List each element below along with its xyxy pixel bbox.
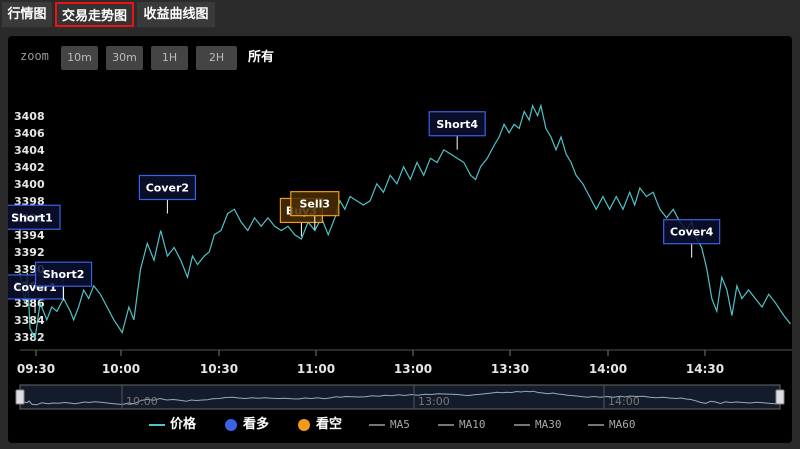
legend-long-label: 看多: [243, 417, 270, 432]
trade-marker-label: Cover4: [670, 226, 714, 239]
chart-legend: 价格 看多 看空 MA5 MA10 MA30 MA60: [8, 414, 792, 436]
trade-marker-box[interactable]: [8, 204, 61, 230]
legend-ma30[interactable]: MA30: [514, 414, 562, 436]
trade-marker-box[interactable]: [663, 219, 721, 245]
navigator-tick-label: 13:00: [418, 395, 450, 408]
legend-price[interactable]: 价格: [149, 414, 196, 436]
legend-long[interactable]: 看多: [225, 414, 269, 436]
legend-ma5-label: MA5: [390, 418, 410, 431]
legend-ma10-label: MA10: [459, 418, 486, 431]
long-dot-icon: [225, 418, 237, 431]
trade-marker-box[interactable]: [290, 191, 340, 217]
y-tick-label: 3392: [14, 246, 45, 259]
legend-ma60-label: MA60: [609, 418, 636, 431]
x-tick-label: 11:00: [297, 362, 335, 376]
zoom-1h-button[interactable]: 1H: [151, 46, 188, 70]
y-tick-label: 3400: [14, 178, 45, 191]
x-tick-label: 14:30: [686, 362, 724, 376]
x-tick-label: 13:30: [491, 362, 529, 376]
legend-ma30-label: MA30: [535, 418, 562, 431]
zoom-30m-button[interactable]: 30m: [106, 46, 143, 70]
y-tick-label: 3402: [14, 161, 45, 174]
tab-market-chart[interactable]: 行情图: [2, 2, 52, 27]
tab-bar: 行情图 交易走势图 收益曲线图: [0, 0, 800, 30]
legend-short-label: 看空: [316, 417, 343, 432]
trade-marker-label: Sell3: [300, 198, 331, 211]
navigator-tick-label: 10:00: [126, 395, 158, 408]
x-tick-label: 10:30: [200, 362, 238, 376]
tab-trade-trend-chart[interactable]: 交易走势图: [55, 2, 134, 27]
price-line-icon: [149, 423, 165, 426]
legend-ma10[interactable]: MA10: [438, 414, 486, 436]
legend-ma60[interactable]: MA60: [588, 414, 636, 436]
y-tick-label: 3406: [14, 127, 45, 140]
zoom-10m-button[interactable]: 10m: [61, 46, 98, 70]
chart-panel: 3382338433863388339033923394339633983400…: [8, 36, 792, 443]
price-chart: 3382338433863388339033923394339633983400…: [8, 103, 792, 410]
x-tick-label: 10:00: [102, 362, 140, 376]
ma30-line-icon: [514, 424, 530, 426]
navigator-tick-label: 14:00: [608, 395, 640, 408]
navigator-series-line: [21, 390, 779, 406]
price-series-line: [19, 103, 791, 341]
trade-marker-label: Short2: [43, 268, 85, 281]
legend-short[interactable]: 看空: [298, 414, 342, 436]
ma60-line-icon: [588, 424, 604, 426]
trade-marker-label: Short4: [436, 118, 478, 131]
zoom-all-button[interactable]: 所有: [247, 50, 274, 65]
legend-price-label: 价格: [170, 417, 197, 432]
trade-marker-label: Cover2: [146, 182, 189, 195]
y-tick-label: 3382: [14, 331, 45, 344]
y-tick-label: 3404: [14, 144, 45, 157]
trade-marker-box[interactable]: [428, 111, 486, 137]
x-tick-label: 09:30: [17, 362, 55, 376]
tab-profit-curve-chart[interactable]: 收益曲线图: [137, 2, 215, 27]
zoom-label: zoom: [20, 49, 49, 63]
trade-marker-box[interactable]: [138, 174, 196, 201]
x-tick-label: 13:00: [394, 362, 432, 376]
ma5-line-icon: [369, 424, 385, 426]
trade-marker-label: Short1: [11, 211, 53, 224]
y-tick-label: 3386: [14, 297, 45, 310]
legend-ma5[interactable]: MA5: [369, 414, 410, 436]
zoom-2h-button[interactable]: 2H: [196, 46, 237, 70]
x-tick-label: 14:00: [589, 362, 627, 376]
ma10-line-icon: [438, 424, 454, 426]
y-tick-label: 3408: [14, 110, 45, 123]
y-tick-label: 3398: [14, 195, 45, 208]
y-tick-label: 3394: [14, 229, 45, 242]
navigator-right-handle[interactable]: [775, 389, 785, 405]
short-dot-icon: [298, 418, 310, 431]
trade-marker-box[interactable]: [34, 261, 93, 287]
navigator-left-handle[interactable]: [15, 389, 25, 405]
